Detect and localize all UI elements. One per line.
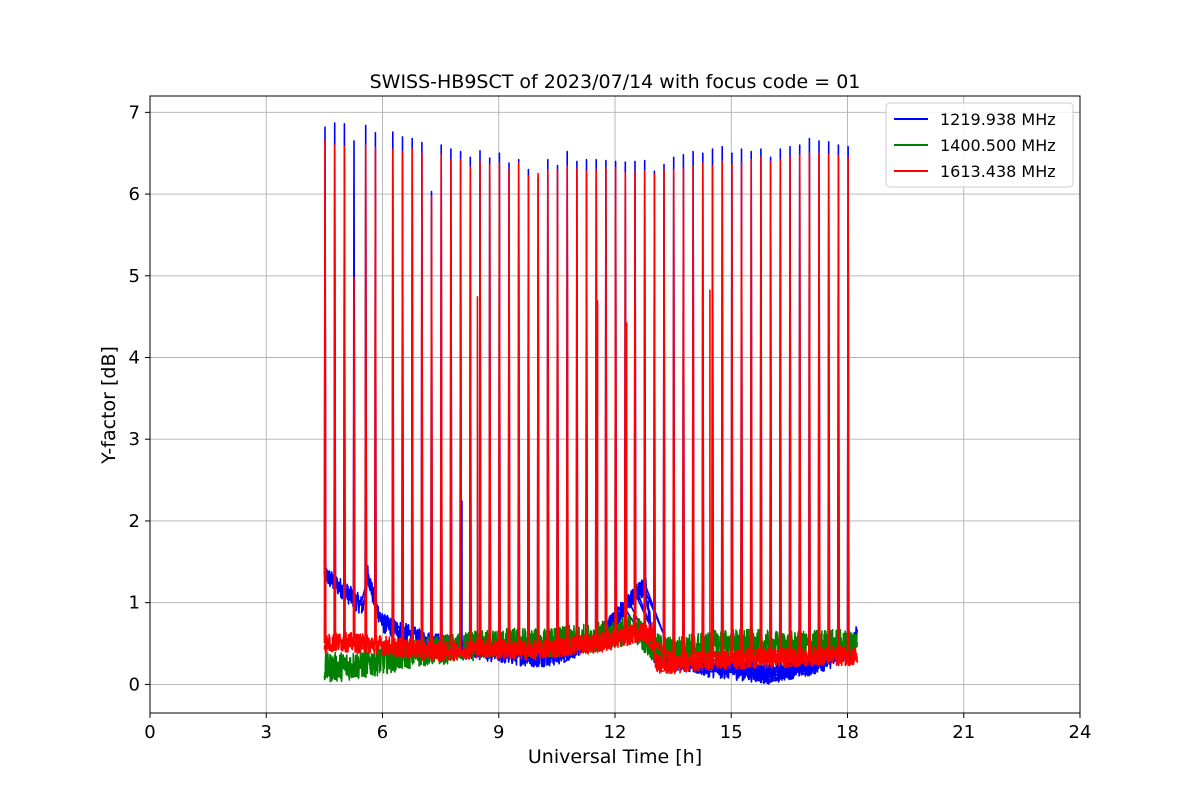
y-tick-label: 1 — [129, 593, 140, 614]
legend-label: 1613.438 MHz — [940, 162, 1056, 181]
y-tick-label: 2 — [129, 511, 140, 532]
plot-area — [323, 122, 858, 685]
x-tick-label: 24 — [1069, 722, 1092, 743]
y-tick-label: 0 — [129, 674, 140, 695]
x-tick-label: 6 — [377, 722, 388, 743]
legend: 1219.938 MHz 1400.500 MHz 1613.438 MHz — [885, 102, 1074, 188]
x-tick-label: 0 — [144, 722, 155, 743]
series-line — [323, 614, 858, 683]
y-tick-label: 7 — [129, 102, 140, 123]
series-line — [323, 140, 858, 675]
chart-title: SWISS-HB9SCT of 2023/07/14 with focus co… — [370, 71, 861, 93]
y-tick-label: 5 — [129, 266, 140, 287]
x-tick-label: 15 — [720, 722, 743, 743]
x-axis-label: Universal Time [h] — [528, 746, 702, 768]
x-tick-label: 21 — [952, 722, 975, 743]
x-axis: 0 3 6 9 12 15 18 21 24 — [144, 713, 1091, 743]
y-tick-label: 4 — [129, 348, 140, 369]
y-axis: 0 1 2 3 4 5 6 7 — [129, 102, 150, 695]
legend-label: 1219.938 MHz — [940, 110, 1056, 129]
y-axis-label: Y-factor [dB] — [98, 346, 120, 465]
x-tick-label: 18 — [836, 722, 859, 743]
legend-box — [885, 102, 1074, 188]
x-tick-label: 9 — [493, 722, 504, 743]
x-tick-label: 12 — [604, 722, 627, 743]
y-tick-label: 3 — [129, 429, 140, 450]
legend-label: 1400.500 MHz — [940, 136, 1056, 155]
y-tick-label: 6 — [129, 184, 140, 205]
x-tick-label: 3 — [261, 722, 272, 743]
